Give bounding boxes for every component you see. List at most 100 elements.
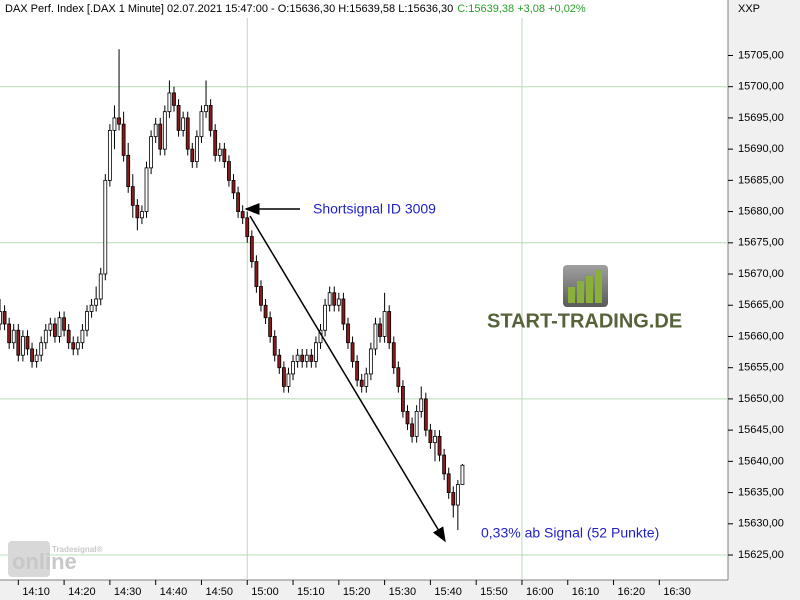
candle-body [433,435,437,444]
candle-body [405,410,410,425]
candle-body [460,464,465,485]
candle-body [300,354,305,362]
candle-body [199,111,204,138]
candle-body [414,410,419,437]
candle-body [121,123,126,156]
candle-body [245,217,250,237]
candle-body [359,379,364,387]
y-tick-label: 15690,00 [738,143,784,155]
annotation-arrow [249,215,446,543]
candle-body [442,454,447,475]
x-tick-label: 14:50 [205,586,233,598]
candle-body [396,367,401,387]
candle-body [355,361,360,381]
candle-body [281,367,286,387]
candle-body [437,435,442,456]
candle-body [295,354,300,362]
candle-body [103,179,108,275]
x-tick-label: 14:10 [22,586,50,598]
candle-body [263,304,268,319]
watermark-text: online [12,549,77,574]
candle-body [39,342,44,356]
candle-body [391,342,396,369]
y-tick-label: 15645,00 [738,424,784,436]
candle-body [455,484,460,506]
candle-body [167,92,172,113]
candle-body [419,398,424,412]
candle-body [327,292,332,306]
x-tick-label: 16:00 [526,586,554,598]
logo-text: START-TRADING.DE [487,310,682,332]
candle-body [144,167,149,212]
candle-body [259,286,263,306]
candle-body [158,123,163,150]
logo-bar [586,276,593,303]
candle-body [194,136,199,163]
x-tick-label: 16:10 [572,586,600,598]
candle-body [268,317,273,337]
candle-body [181,117,186,131]
candle-body [16,329,21,356]
y-axis-panel [728,0,800,600]
candle-body [204,105,208,113]
y-tick-label: 15705,00 [738,49,784,61]
candle-body [2,311,7,325]
candle-body [208,105,213,131]
candle-body [323,304,327,331]
x-tick-label: 15:10 [297,586,325,598]
candle-body [346,323,350,344]
candle-body [71,342,76,350]
candle-body [57,317,62,337]
x-tick-label: 14:30 [114,586,142,598]
x-tick-label: 15:20 [343,586,371,598]
annotation: Shortsignal ID 3009 [313,201,436,217]
candle-body [401,386,405,412]
candle-body [190,148,195,163]
candle-body [80,329,85,344]
candle-body [75,342,80,350]
candle-body [286,373,291,387]
candle-body [112,117,117,131]
y-tick-label: 15680,00 [738,205,784,217]
candle-body [172,92,176,106]
candle-body [451,492,456,506]
logo: START-TRADING.DE [487,265,682,332]
candle-body [162,111,167,150]
candle-body [382,311,387,337]
candle-body [30,348,34,362]
candle-body [130,186,135,206]
candle-body [387,311,392,344]
candle-body [85,311,89,331]
watermark-brand: Tradesignal® [52,545,102,554]
header-symbol: XXP [738,3,760,15]
candle-body [304,354,309,362]
candle-body [213,129,218,156]
candle-body [410,423,414,437]
y-tick-label: 15685,00 [738,174,784,186]
candle-body [272,336,277,356]
grid [0,18,728,580]
candle-body [126,154,131,187]
candle-body [20,336,25,356]
candle-body [373,323,378,350]
x-tick-label: 16:30 [663,586,691,598]
candle-body [222,148,227,163]
y-tick-label: 15630,00 [738,518,784,530]
x-tick-label: 15:50 [480,586,508,598]
candle-body [378,323,382,337]
x-tick-label: 14:40 [160,586,188,598]
y-tick-label: 15665,00 [738,299,784,311]
x-tick-label: 15:30 [389,586,417,598]
candle-body [341,298,346,325]
candle-body [231,179,236,194]
candle-body [336,298,341,306]
candle-body [350,342,355,362]
y-tick-label: 15635,00 [738,486,784,498]
candle-body [314,342,318,362]
x-axis-panel [0,580,800,600]
candle-body [249,236,254,262]
candle-body [34,354,39,362]
